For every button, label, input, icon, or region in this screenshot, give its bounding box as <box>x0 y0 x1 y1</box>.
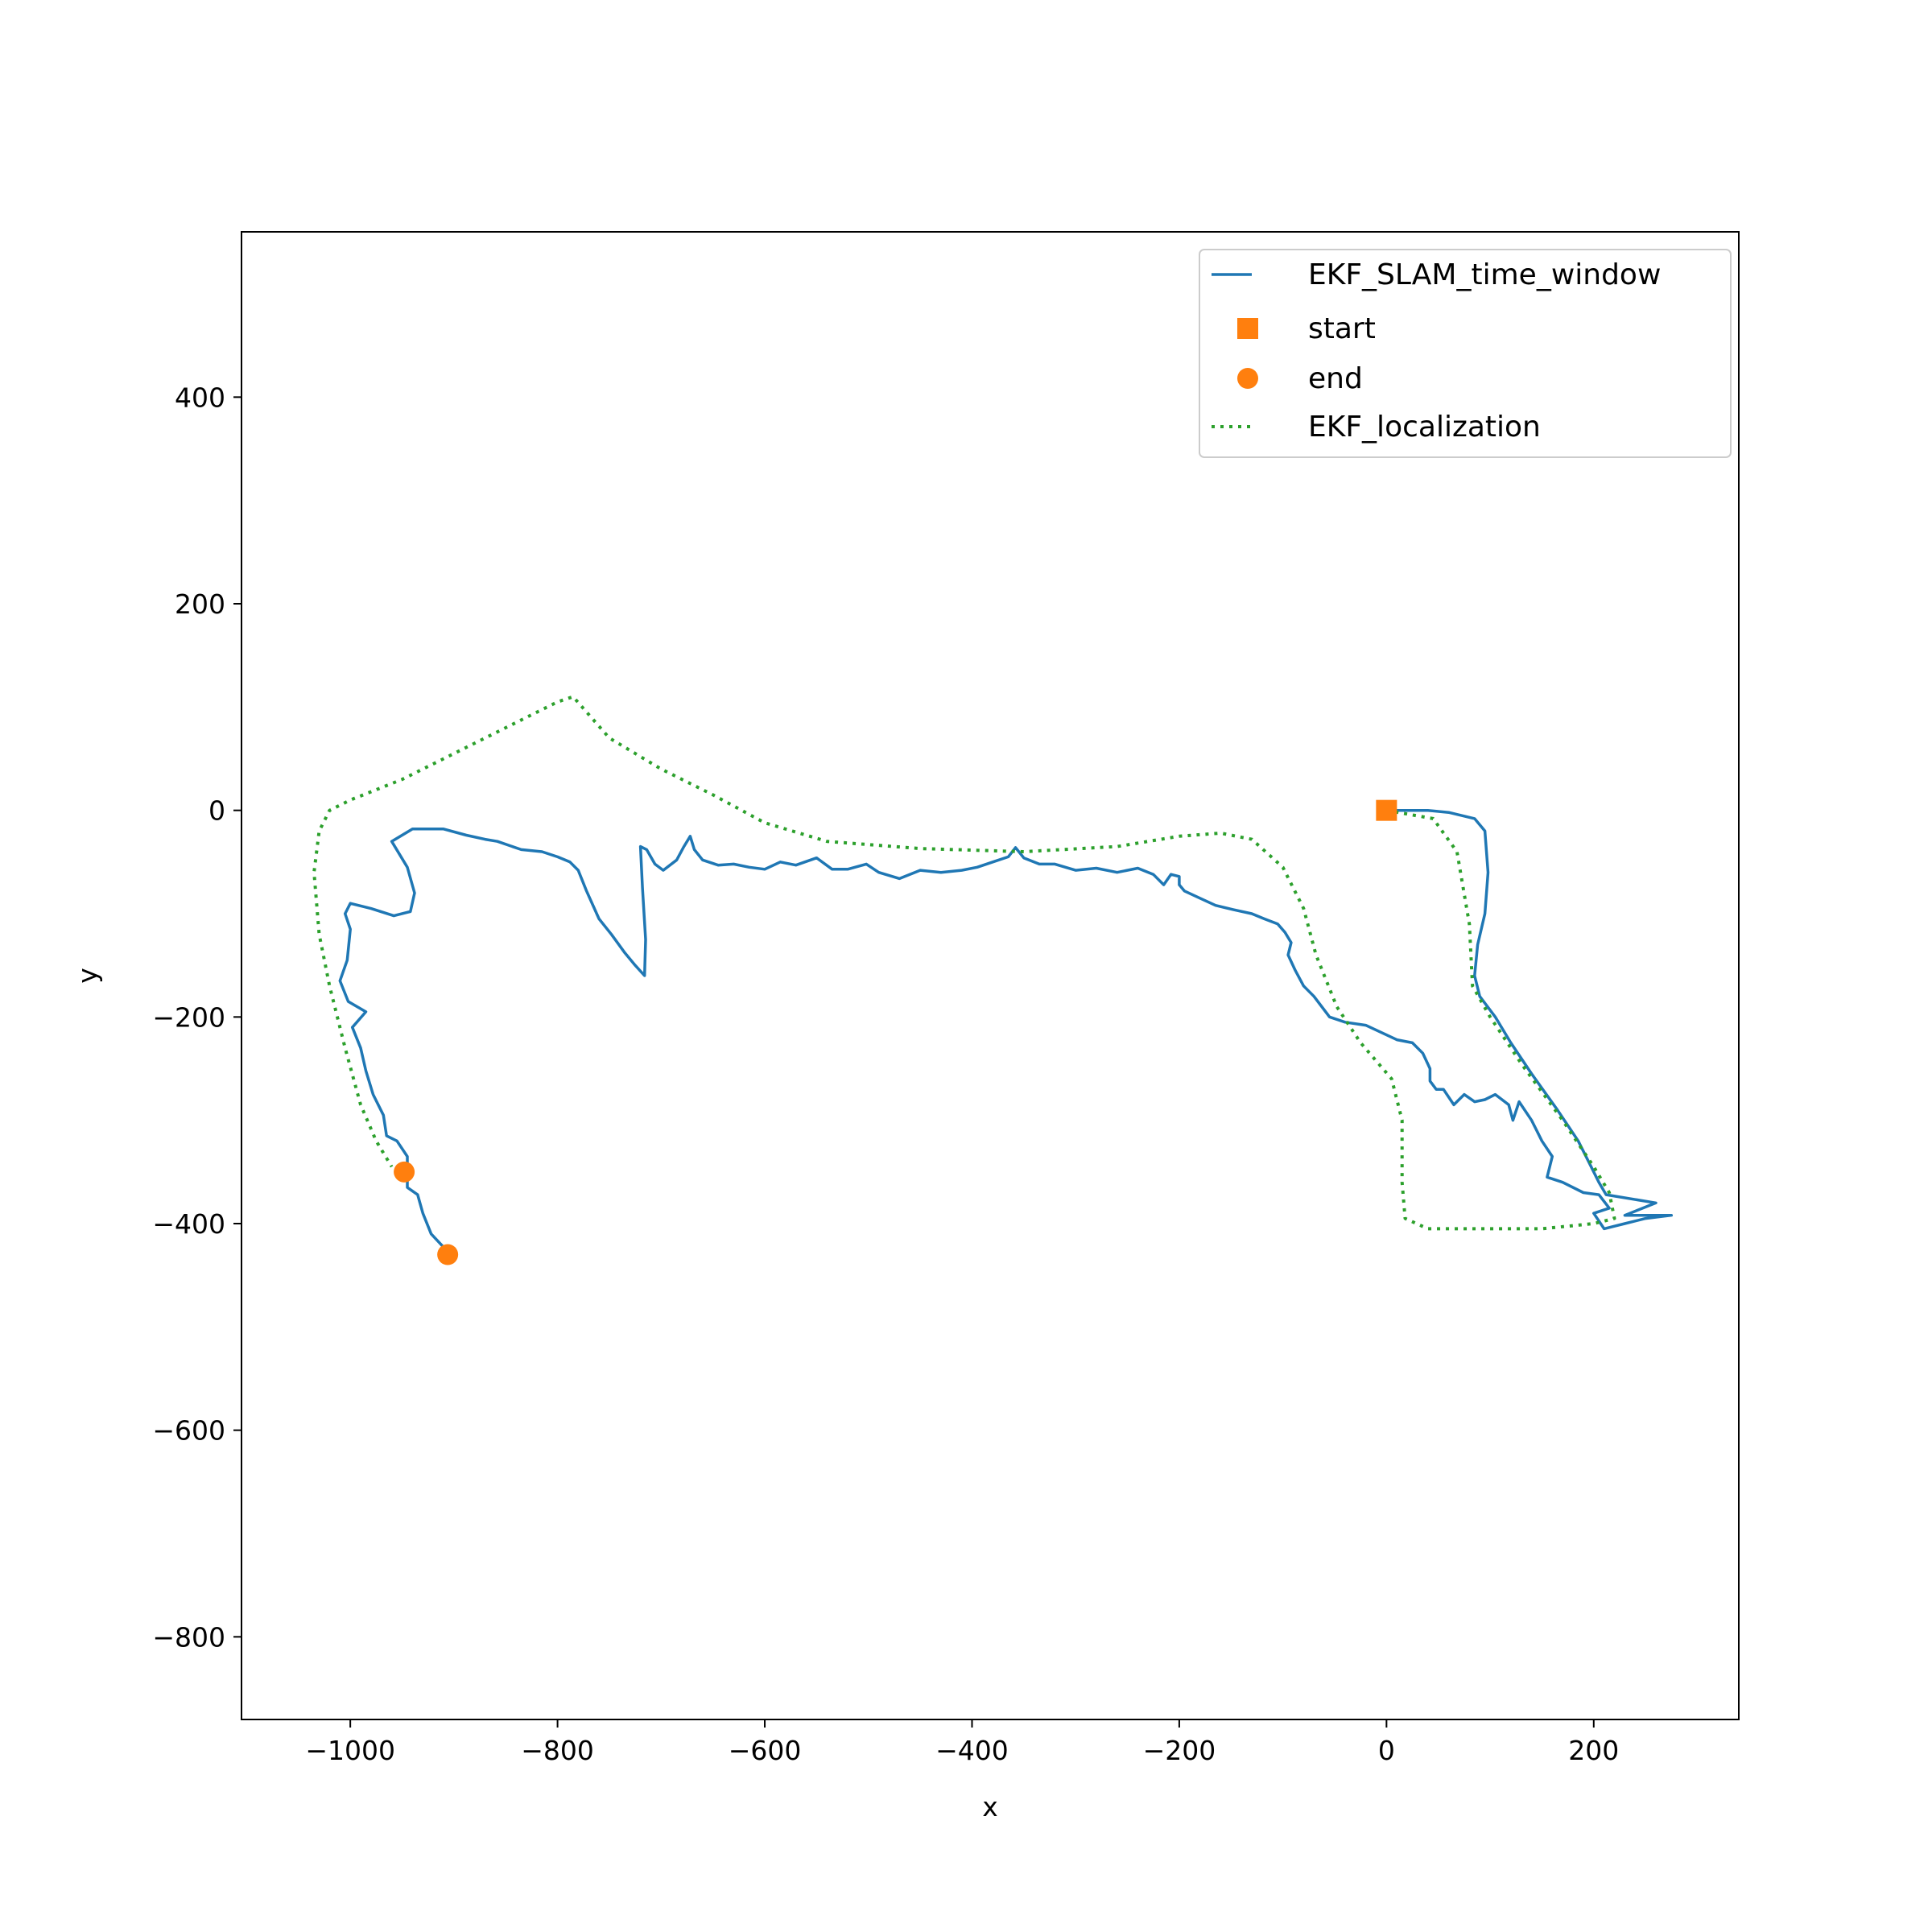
legend: EKF_SLAM_time_window start end EKF_local… <box>1199 249 1732 458</box>
x-tick-label: 200 <box>1568 1735 1619 1766</box>
y-tick-label: −200 <box>152 1001 225 1033</box>
y-tick-label: 0 <box>208 795 225 827</box>
marker-layer <box>394 799 1397 1265</box>
y-tick-label: −800 <box>152 1621 225 1653</box>
start-marker <box>1376 799 1397 821</box>
x-tick-label: −600 <box>729 1735 802 1766</box>
x-tick-label: −1000 <box>305 1735 395 1766</box>
y-axis-ticks: −800 −600 −400 −200 0 200 400 <box>152 382 242 1653</box>
x-tick-label: −400 <box>935 1735 1009 1766</box>
plot-area <box>312 695 1674 1265</box>
y-tick-label: −400 <box>152 1208 225 1240</box>
legend-swatch-start <box>1237 318 1258 339</box>
y-tick-label: 400 <box>175 382 225 413</box>
x-tick-label: 0 <box>1378 1735 1395 1766</box>
x-tick-label: −200 <box>1143 1735 1216 1766</box>
y-tick-label: −600 <box>152 1415 225 1447</box>
x-tick-label: −800 <box>521 1735 594 1766</box>
legend-label-start: start <box>1308 312 1376 345</box>
legend-label-end: end <box>1308 362 1363 395</box>
axes-frame <box>241 231 1740 1720</box>
x-axis-ticks: −1000 −800 −600 −400 −200 0 200 <box>305 1719 1619 1766</box>
y-tick-label: 200 <box>175 588 225 620</box>
legend-box <box>1199 249 1732 458</box>
legend-swatch-end <box>1237 368 1258 389</box>
y-axis-label: y <box>72 968 103 984</box>
series-layer <box>312 695 1674 1251</box>
end-marker <box>437 1244 459 1265</box>
end-marker <box>394 1161 415 1183</box>
legend-label-slam: EKF_SLAM_time_window <box>1308 258 1661 291</box>
series-line-ekf-slam-time-window <box>338 808 1674 1251</box>
x-axis-label: x <box>982 1791 998 1823</box>
legend-label-localization: EKF_localization <box>1308 411 1541 444</box>
